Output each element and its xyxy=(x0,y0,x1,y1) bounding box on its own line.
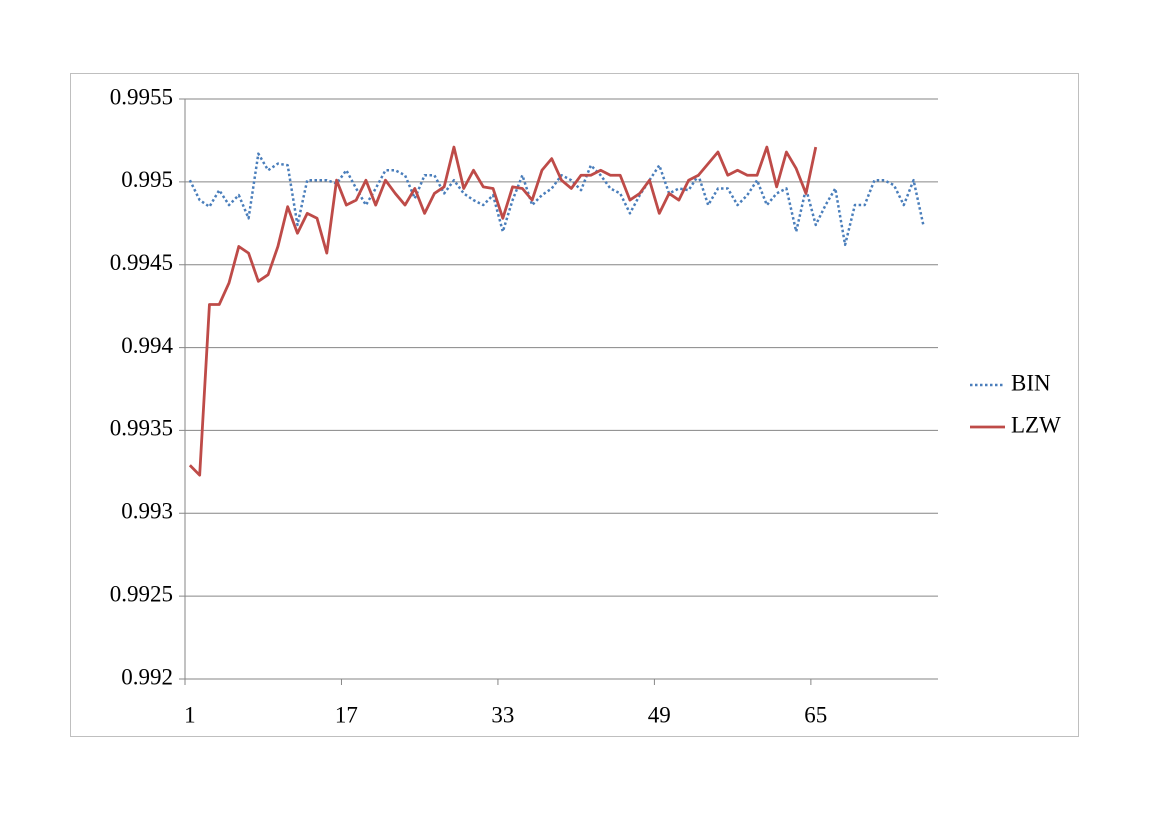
y-tick-label: 0.9955 xyxy=(110,84,173,109)
y-tick-label: 0.994 xyxy=(121,333,173,358)
y-tick-label: 0.9945 xyxy=(110,250,173,275)
x-tick-label: 33 xyxy=(491,702,514,727)
legend-label: LZW xyxy=(1011,412,1061,437)
x-tick-label: 49 xyxy=(648,702,671,727)
y-tick-label: 0.993 xyxy=(121,499,173,524)
series-line xyxy=(188,152,925,247)
series-line xyxy=(188,145,818,477)
x-tick-label: 1 xyxy=(184,702,196,727)
x-tick-label: 17 xyxy=(335,702,358,727)
x-tick-label: 65 xyxy=(804,702,827,727)
y-tick-label: 0.9925 xyxy=(110,581,173,606)
y-tick-label: 0.992 xyxy=(121,664,173,689)
chart-border xyxy=(70,73,1079,737)
y-tick-label: 0.995 xyxy=(121,167,173,192)
y-tick-label: 0.9935 xyxy=(110,416,173,441)
legend-label: BIN xyxy=(1011,370,1051,395)
